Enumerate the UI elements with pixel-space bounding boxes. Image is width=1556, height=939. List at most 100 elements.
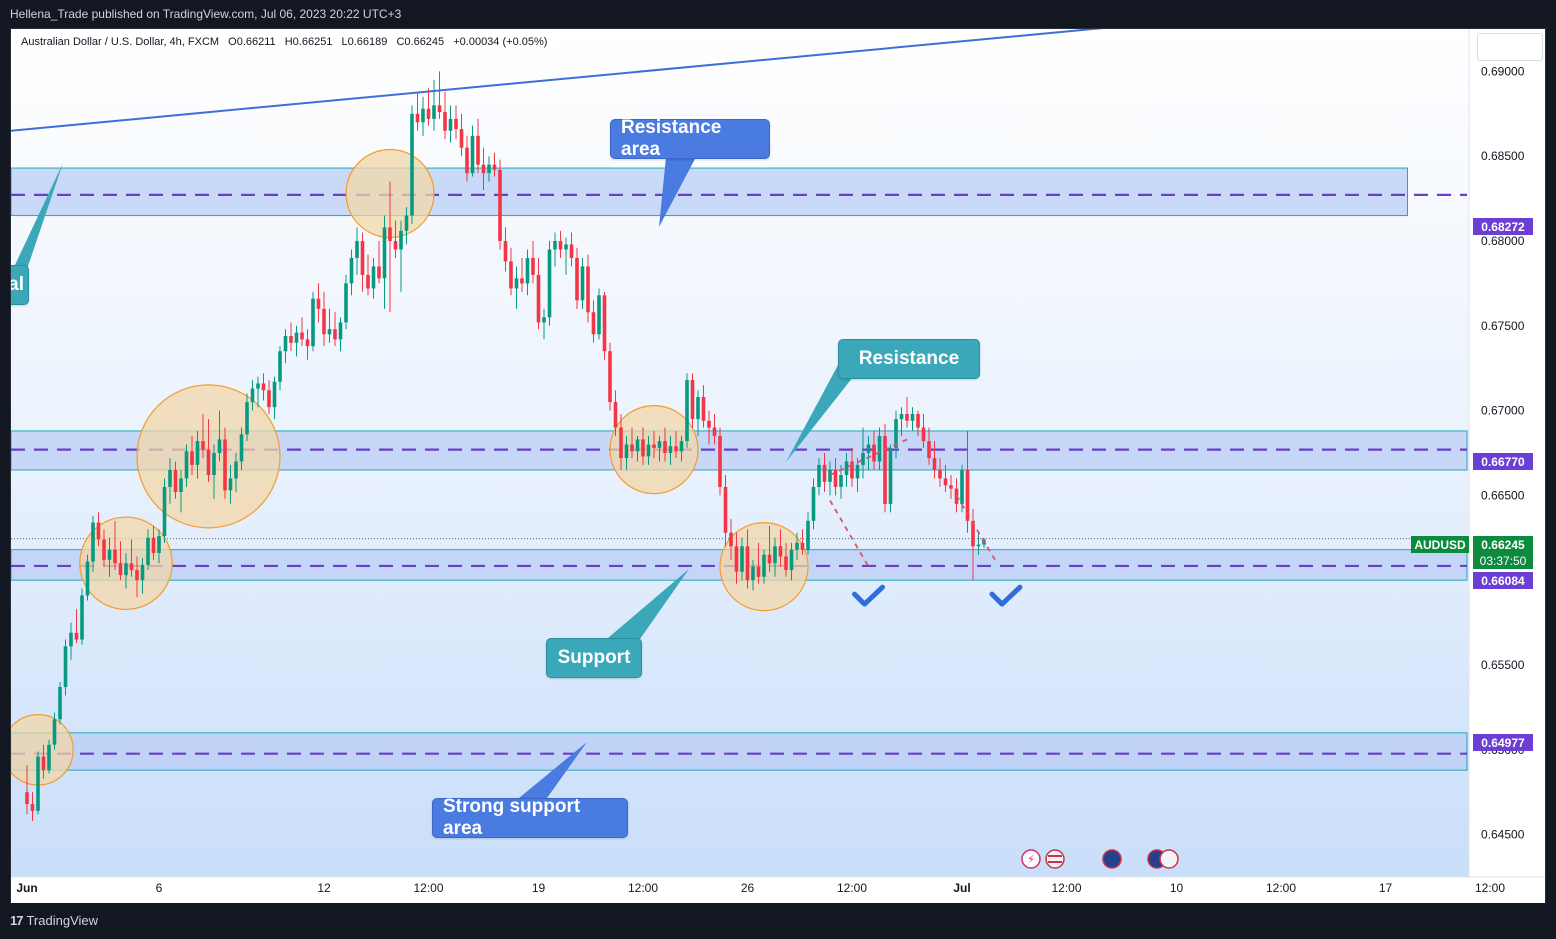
candle-body[interactable] bbox=[157, 536, 161, 554]
candle-body[interactable] bbox=[641, 439, 645, 457]
candle-body[interactable] bbox=[366, 274, 370, 289]
level-zone-1[interactable] bbox=[11, 167, 1408, 217]
candle-body[interactable] bbox=[432, 105, 436, 119]
candle-body[interactable] bbox=[690, 380, 695, 420]
candle-body[interactable] bbox=[113, 549, 117, 564]
candle-body[interactable] bbox=[866, 444, 871, 453]
candle-body[interactable] bbox=[657, 441, 662, 448]
candle-body[interactable] bbox=[558, 241, 563, 250]
candle-body[interactable] bbox=[817, 464, 821, 487]
candle-body[interactable] bbox=[514, 278, 519, 289]
candle-body[interactable] bbox=[547, 249, 552, 318]
candle-body[interactable] bbox=[69, 632, 73, 647]
candle-body[interactable] bbox=[426, 108, 431, 119]
candle-body[interactable] bbox=[564, 244, 568, 250]
candle-body[interactable] bbox=[267, 390, 271, 408]
candle-body[interactable] bbox=[146, 537, 150, 565]
candle-body[interactable] bbox=[899, 413, 904, 420]
candle-body[interactable] bbox=[311, 298, 315, 347]
candle-body[interactable] bbox=[437, 105, 442, 113]
candle-body[interactable] bbox=[525, 257, 530, 284]
candle-body[interactable] bbox=[696, 397, 700, 420]
candle-body[interactable] bbox=[509, 261, 513, 289]
candle-body[interactable] bbox=[85, 561, 90, 596]
candle-body[interactable] bbox=[201, 441, 205, 450]
candle-body[interactable] bbox=[668, 446, 673, 453]
candle-body[interactable] bbox=[575, 257, 579, 301]
candle-body[interactable] bbox=[118, 563, 123, 576]
candle-body[interactable] bbox=[712, 427, 717, 437]
candle-body[interactable] bbox=[553, 241, 557, 250]
candle-body[interactable] bbox=[707, 420, 711, 428]
candle-body[interactable] bbox=[888, 447, 893, 504]
candle-body[interactable] bbox=[272, 381, 277, 408]
tradingview-logo[interactable]: 17 TradingView bbox=[10, 913, 98, 928]
candle-body[interactable] bbox=[932, 458, 937, 470]
candle-body[interactable] bbox=[52, 719, 57, 745]
projection-line[interactable] bbox=[829, 438, 908, 476]
candle-body[interactable] bbox=[586, 266, 590, 313]
candle-body[interactable] bbox=[685, 380, 689, 442]
candle-body[interactable] bbox=[129, 563, 134, 571]
candle-body[interactable] bbox=[135, 570, 139, 581]
candle-body[interactable] bbox=[239, 434, 244, 462]
projection-line[interactable] bbox=[955, 494, 996, 561]
candle-body[interactable] bbox=[542, 317, 546, 323]
candle-body[interactable] bbox=[872, 444, 876, 462]
candle-body[interactable] bbox=[168, 469, 172, 487]
candle-body[interactable] bbox=[305, 339, 310, 347]
candle-body[interactable] bbox=[674, 446, 678, 452]
candle-body[interactable] bbox=[470, 135, 475, 174]
candle-body[interactable] bbox=[635, 439, 640, 452]
candle-body[interactable] bbox=[294, 332, 299, 343]
candle-body[interactable] bbox=[569, 244, 574, 258]
candle-body[interactable] bbox=[971, 520, 975, 547]
candle-body[interactable] bbox=[949, 485, 953, 489]
candle-body[interactable] bbox=[140, 564, 145, 581]
candle-body[interactable] bbox=[360, 241, 365, 275]
candle-body[interactable] bbox=[740, 546, 744, 572]
candle-body[interactable] bbox=[745, 546, 750, 581]
candle-body[interactable] bbox=[91, 522, 95, 562]
candle-body[interactable] bbox=[905, 413, 909, 421]
candle-body[interactable] bbox=[355, 241, 359, 258]
candle-body[interactable] bbox=[344, 283, 348, 323]
candle-body[interactable] bbox=[492, 164, 497, 170]
candle-body[interactable] bbox=[531, 257, 535, 275]
candle-body[interactable] bbox=[289, 335, 293, 343]
candle-body[interactable] bbox=[767, 554, 772, 564]
candle-body[interactable] bbox=[833, 469, 838, 487]
candle-body[interactable] bbox=[250, 388, 255, 403]
candle-body[interactable] bbox=[443, 112, 447, 131]
us-flag-icon[interactable] bbox=[1159, 849, 1179, 869]
candle-body[interactable] bbox=[316, 298, 321, 309]
candle-body[interactable] bbox=[921, 427, 926, 442]
candle-body[interactable] bbox=[630, 444, 634, 452]
candle-body[interactable] bbox=[734, 546, 739, 572]
candle-body[interactable] bbox=[520, 278, 524, 284]
chart-frame[interactable]: 0.69000 0.68500 0.68000 0.67500 0.67000 0.665… bbox=[10, 28, 1546, 904]
candle-body[interactable] bbox=[965, 469, 970, 521]
candle-body[interactable] bbox=[25, 792, 29, 805]
highlight-circle[interactable] bbox=[11, 714, 74, 786]
event-icons[interactable]: ⚡ bbox=[1021, 849, 1179, 869]
candle-body[interactable] bbox=[536, 274, 541, 323]
candle-body[interactable] bbox=[256, 383, 260, 389]
candle-body[interactable] bbox=[382, 227, 387, 279]
candle-body[interactable] bbox=[212, 453, 216, 476]
candle-body[interactable] bbox=[74, 632, 79, 640]
candle-body[interactable] bbox=[124, 563, 128, 576]
candle-body[interactable] bbox=[58, 687, 62, 720]
candle-body[interactable] bbox=[399, 230, 403, 250]
candle-body[interactable] bbox=[173, 469, 178, 493]
candle-body[interactable] bbox=[322, 308, 326, 335]
candle-body[interactable] bbox=[245, 402, 249, 435]
us-flag-icon[interactable] bbox=[1045, 849, 1065, 869]
candle-body[interactable] bbox=[179, 478, 183, 493]
candle-body[interactable] bbox=[415, 113, 420, 123]
candle-body[interactable] bbox=[960, 469, 964, 504]
candle-body[interactable] bbox=[619, 427, 623, 459]
au-flag-icon[interactable] bbox=[1102, 849, 1122, 869]
candle-body[interactable] bbox=[47, 744, 51, 771]
candle-body[interactable] bbox=[184, 451, 189, 479]
